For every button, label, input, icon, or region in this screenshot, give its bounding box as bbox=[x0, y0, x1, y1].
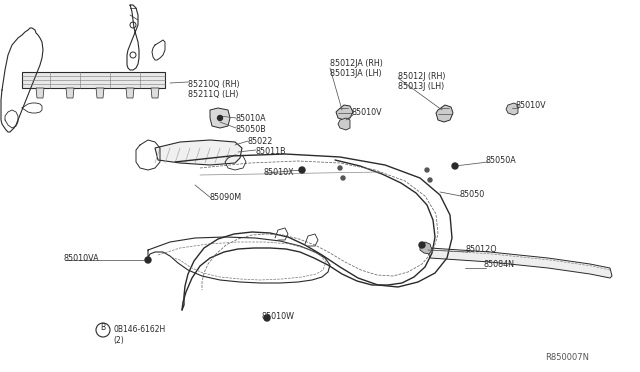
Text: 85050: 85050 bbox=[459, 190, 484, 199]
Polygon shape bbox=[126, 88, 134, 98]
Text: 85010VA: 85010VA bbox=[64, 254, 100, 263]
Circle shape bbox=[452, 163, 458, 169]
Polygon shape bbox=[96, 88, 104, 98]
Text: R850007N: R850007N bbox=[545, 353, 589, 362]
Circle shape bbox=[338, 166, 342, 170]
Polygon shape bbox=[210, 108, 230, 128]
Circle shape bbox=[425, 168, 429, 172]
Polygon shape bbox=[155, 140, 242, 165]
Circle shape bbox=[218, 115, 223, 121]
Text: 85084N: 85084N bbox=[484, 260, 515, 269]
Polygon shape bbox=[420, 242, 432, 254]
Text: 85050A: 85050A bbox=[486, 156, 516, 165]
Polygon shape bbox=[506, 103, 518, 115]
Text: (2): (2) bbox=[113, 336, 124, 344]
Circle shape bbox=[299, 167, 305, 173]
Text: 85012Q: 85012Q bbox=[466, 245, 498, 254]
Text: 85210Q (RH)
85211Q (LH): 85210Q (RH) 85211Q (LH) bbox=[188, 80, 239, 99]
Text: 0B146-6162H: 0B146-6162H bbox=[113, 326, 165, 334]
Polygon shape bbox=[66, 88, 74, 98]
Polygon shape bbox=[338, 118, 350, 130]
Circle shape bbox=[264, 315, 270, 321]
Polygon shape bbox=[36, 88, 44, 98]
Text: 85012JA (RH)
85013JA (LH): 85012JA (RH) 85013JA (LH) bbox=[330, 59, 383, 78]
Text: B: B bbox=[100, 323, 106, 331]
Text: 85090M: 85090M bbox=[209, 193, 241, 202]
Circle shape bbox=[145, 257, 151, 263]
Polygon shape bbox=[151, 88, 159, 98]
Text: 85010X: 85010X bbox=[264, 168, 294, 177]
Circle shape bbox=[419, 242, 425, 248]
Polygon shape bbox=[436, 105, 453, 122]
Circle shape bbox=[428, 178, 432, 182]
Polygon shape bbox=[428, 248, 612, 278]
Polygon shape bbox=[22, 72, 165, 88]
Text: 85010A: 85010A bbox=[236, 114, 267, 123]
Text: 85012J (RH)
85013J (LH): 85012J (RH) 85013J (LH) bbox=[398, 72, 445, 92]
Text: 85010V: 85010V bbox=[516, 101, 547, 110]
Text: 85011B: 85011B bbox=[256, 147, 287, 156]
Circle shape bbox=[341, 176, 345, 180]
Polygon shape bbox=[336, 105, 353, 120]
Text: 85010V: 85010V bbox=[352, 108, 383, 117]
Text: 85022: 85022 bbox=[248, 137, 273, 146]
Text: 85050B: 85050B bbox=[236, 125, 267, 134]
Text: 85010W: 85010W bbox=[261, 312, 294, 321]
